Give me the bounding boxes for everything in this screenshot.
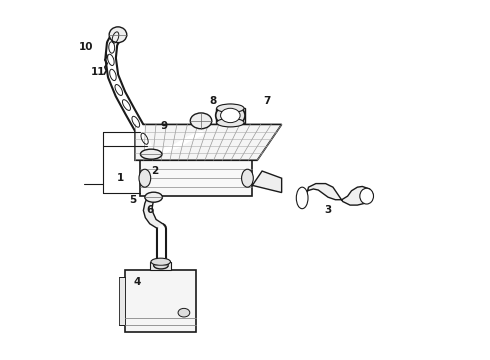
Text: 2: 2 [151,166,158,176]
Ellipse shape [190,113,212,129]
Ellipse shape [154,262,168,269]
Text: 1: 1 [117,173,124,183]
Bar [216,108,245,123]
Text: 6: 6 [146,206,153,216]
Bar [150,262,172,270]
Ellipse shape [220,108,240,123]
Ellipse shape [151,258,171,265]
Text: 9: 9 [161,121,168,131]
Bar [120,277,125,325]
Ellipse shape [178,309,190,317]
Polygon shape [135,125,282,160]
Text: 8: 8 [210,96,217,106]
Bar [125,270,196,332]
Ellipse shape [145,192,162,202]
Polygon shape [252,171,282,193]
Text: 7: 7 [263,96,270,106]
Ellipse shape [217,104,244,113]
Ellipse shape [296,187,308,209]
Ellipse shape [109,27,127,42]
Text: 3: 3 [324,206,332,216]
Ellipse shape [217,118,244,127]
Text: 5: 5 [129,195,136,205]
Polygon shape [144,197,164,229]
Bar [140,160,252,196]
Ellipse shape [360,188,373,204]
Ellipse shape [216,105,245,126]
Ellipse shape [139,169,151,187]
Ellipse shape [242,169,253,187]
Text: 4: 4 [134,277,141,287]
Polygon shape [299,184,373,207]
Ellipse shape [141,149,162,159]
Text: 11: 11 [91,67,106,77]
Text: 10: 10 [79,42,94,52]
